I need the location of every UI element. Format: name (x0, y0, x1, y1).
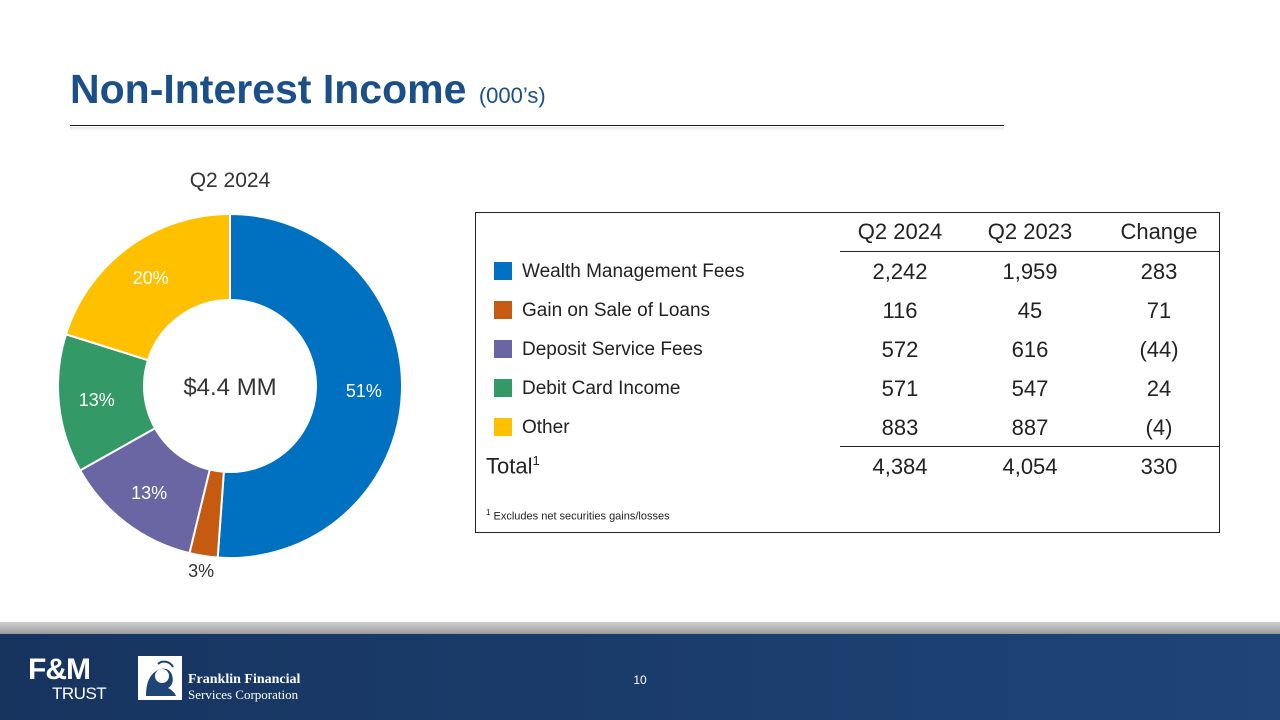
cell-total-q2-2024: 4,384 (872, 454, 928, 479)
cell-gain-q2-2024: 116 (882, 298, 918, 323)
footnote: 1 Excludes net securities gains/losses (486, 508, 670, 523)
fm-logo-top: F&M (28, 653, 91, 686)
franklin-logo-line1: Franklin Financial (188, 672, 301, 687)
row-label-total: Total1 (486, 453, 540, 479)
row-label-wealth-management: Wealth Management Fees (522, 261, 745, 282)
cell-wealth-change: 283 (1140, 259, 1178, 284)
footer-accent-band (0, 622, 1280, 634)
footer-bar (0, 634, 1280, 720)
legend-swatch-deposit-service (494, 340, 512, 358)
cell-total-change: 330 (1140, 454, 1178, 479)
donut-chart: 51% 3% 13% 13% 20% $4.4 MM (57, 212, 403, 581)
income-table (475, 212, 1220, 533)
pct-label-gain-on-sale: 3% (188, 561, 214, 581)
page-title: Non-Interest Income (000’s) (70, 66, 546, 113)
cell-total-q2-2023: 4,054 (1002, 454, 1058, 479)
franklin-portrait-icon (138, 656, 182, 700)
row-label-debit-card: Debit Card Income (522, 378, 681, 399)
cell-deposit-change: (44) (1139, 337, 1179, 362)
slice-other (64, 212, 231, 362)
cell-other-q2-2023: 887 (1011, 415, 1049, 440)
row-label-gain-on-sale: Gain on Sale of Loans (522, 300, 711, 321)
title-divider-shadow (70, 127, 1004, 131)
pct-label-deposit-service: 13% (131, 483, 167, 503)
franklin-logo-mark (138, 656, 182, 700)
footnote-marker: 1 (486, 508, 491, 517)
franklin-logo-line2: Services Corporation (188, 687, 299, 702)
franklin-financial-logo-text: Franklin Financial Services Corporation (188, 672, 300, 702)
header-divider (840, 251, 1220, 252)
col-header-change: Change (1120, 219, 1198, 244)
cell-debit-change: 24 (1146, 376, 1172, 401)
cell-deposit-q2-2023: 616 (1011, 337, 1049, 362)
page-number: 10 (633, 673, 647, 687)
cell-debit-q2-2024: 571 (881, 376, 919, 401)
legend-swatch-gain-on-sale (494, 301, 512, 319)
col-header-q2-2024: Q2 2024 (857, 219, 943, 244)
pct-label-wealth-management: 51% (346, 381, 382, 401)
title-divider (70, 125, 1004, 126)
total-label-text: Total (486, 453, 533, 479)
row-label-deposit-service: Deposit Service Fees (522, 339, 703, 360)
total-footnote-marker: 1 (532, 453, 540, 468)
cell-deposit-q2-2024: 572 (881, 337, 919, 362)
legend-swatch-debit-card (494, 379, 512, 397)
legend-swatch-wealth (494, 262, 512, 280)
page-title-main: Non-Interest Income (70, 66, 467, 112)
cell-wealth-q2-2023: 1,959 (1002, 259, 1058, 284)
donut-center-total: $4.4 MM (183, 374, 276, 401)
chart-title: Q2 2024 (189, 169, 271, 192)
cell-wealth-q2-2024: 2,242 (872, 259, 928, 284)
cell-other-q2-2024: 883 (881, 415, 919, 440)
legend-swatch-other (494, 418, 512, 436)
footnote-text: Excludes net securities gains/losses (493, 510, 670, 523)
row-label-other: Other (522, 417, 570, 438)
fm-logo-bottom: TRUST (52, 684, 107, 703)
cell-debit-q2-2023: 547 (1011, 376, 1049, 401)
total-divider (840, 446, 1220, 447)
slice-wealth-management (216, 212, 403, 559)
cell-gain-q2-2023: 45 (1017, 298, 1043, 323)
fm-trust-logo: F&M TRUST (28, 653, 107, 703)
pct-label-debit-card: 13% (79, 390, 115, 410)
pct-label-other: 20% (133, 268, 169, 288)
cell-other-change: (4) (1145, 415, 1173, 440)
page-title-units: (000’s) (478, 83, 546, 108)
col-header-q2-2023: Q2 2023 (987, 219, 1073, 244)
cell-gain-change: 71 (1146, 298, 1172, 323)
